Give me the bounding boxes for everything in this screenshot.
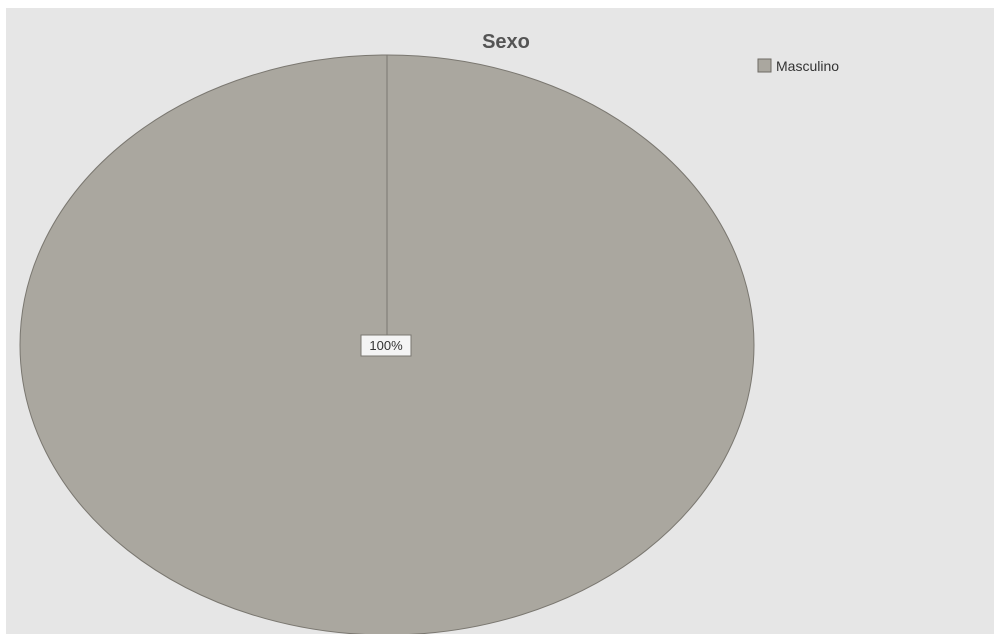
data-label-group: 100% [360,334,412,357]
legend-label-masculino: Masculino [776,58,839,74]
pie-chart: Sexo Masculino 100% [19,31,839,634]
data-label: 100% [369,338,403,353]
legend-swatch-masculino [757,58,772,73]
legend: Masculino [757,58,839,74]
chart-title: Sexo [482,31,530,53]
data-label-box [360,334,412,357]
chart-frame: Sexo Masculino 100% [6,8,994,634]
